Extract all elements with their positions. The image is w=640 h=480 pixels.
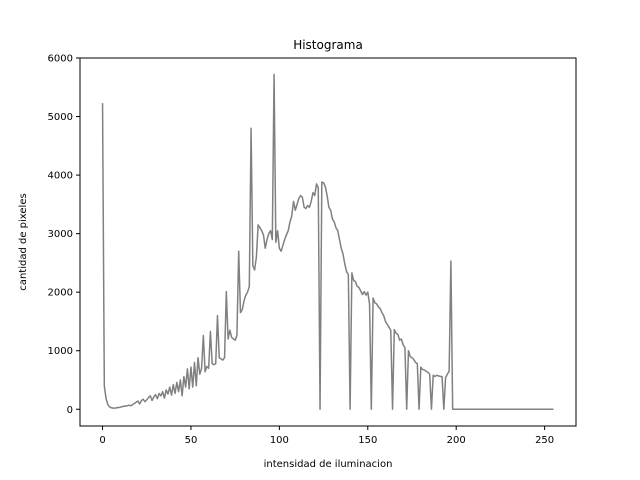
y-tick-label: 0	[67, 405, 73, 416]
y-tick-label: 3000	[48, 229, 73, 240]
y-tick-label: 5000	[48, 112, 73, 123]
y-axis: 0 1000 2000 3000 4000 5000 6000	[48, 54, 80, 416]
y-tick-label: 4000	[48, 171, 73, 182]
plot-frame	[79, 57, 577, 427]
x-tick-label: 150	[358, 435, 377, 446]
chart-title: Histograma	[293, 38, 363, 52]
y-tick-label: 1000	[48, 346, 73, 357]
x-axis: 0 50 100 150 200 250	[99, 426, 554, 446]
x-tick-label: 0	[99, 435, 105, 446]
plot-area	[101, 73, 554, 411]
histogram-line	[101, 73, 554, 411]
x-tick-label: 200	[447, 435, 466, 446]
x-tick-label: 50	[185, 435, 198, 446]
y-axis-label: cantidad de pixeles	[18, 193, 29, 290]
y-tick-label: 2000	[48, 288, 73, 299]
x-axis-label: intensidad de iluminacion	[264, 459, 393, 470]
y-tick-label: 6000	[48, 54, 73, 65]
x-tick-label: 100	[270, 435, 289, 446]
x-tick-label: 250	[535, 435, 554, 446]
